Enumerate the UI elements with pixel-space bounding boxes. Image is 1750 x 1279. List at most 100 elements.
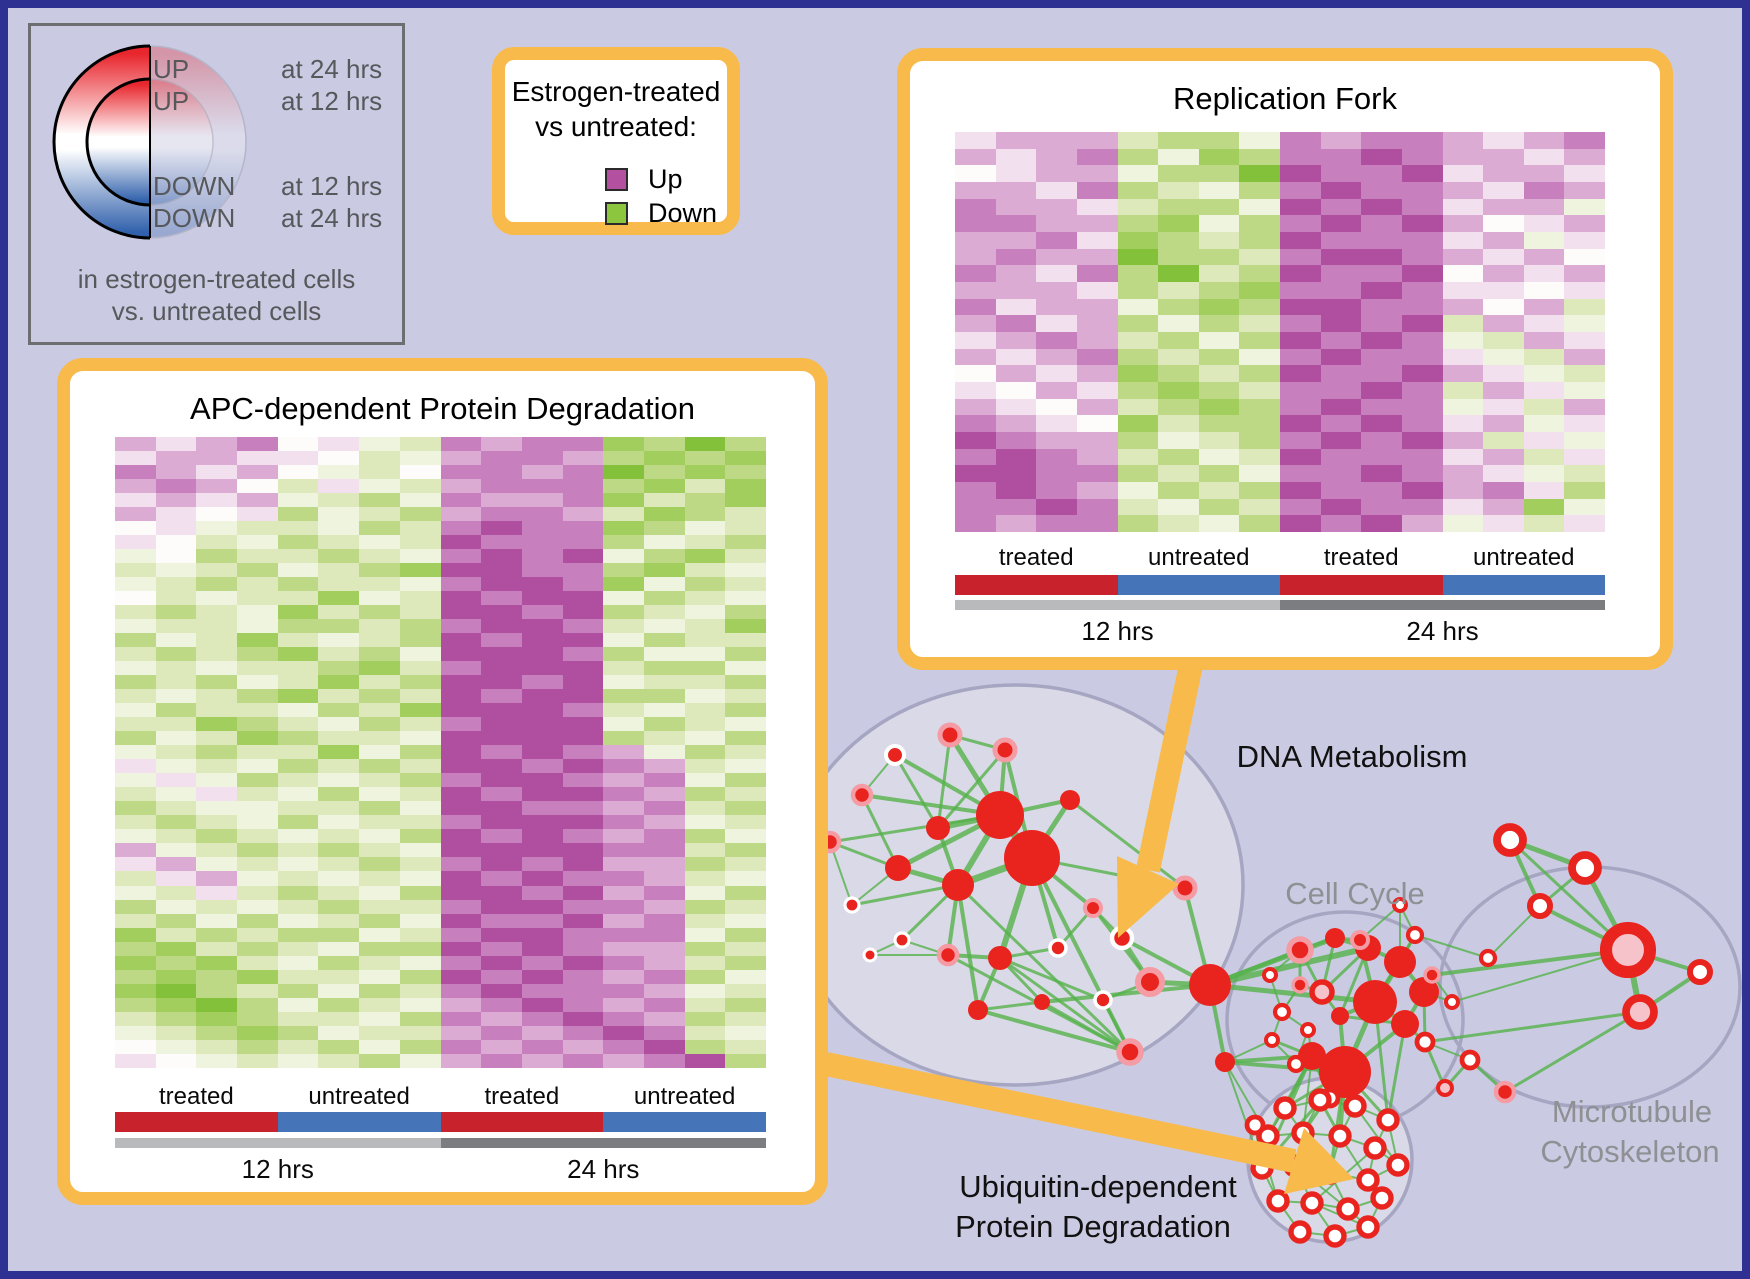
heatmap-row — [115, 1025, 766, 1040]
network-node-rw — [1291, 1121, 1315, 1145]
heatmap-row — [115, 885, 766, 900]
untreated-bar-segment — [1442, 575, 1605, 595]
network-edge — [1451, 949, 1629, 1003]
heatmap-row — [115, 815, 766, 830]
network-edge — [1424, 1010, 1641, 1044]
time-label: 24 hrs — [1406, 616, 1479, 646]
condition-group-label: treated — [1323, 544, 1399, 571]
legend-time-24: at 24 hrs — [281, 54, 383, 84]
heatmap-row — [955, 232, 1605, 249]
network-node-rw — [1318, 1161, 1342, 1185]
heatmap-row — [115, 703, 766, 718]
heatmap-row — [115, 731, 766, 746]
network-node-hw — [1109, 925, 1135, 951]
network-node-s — [1034, 994, 1050, 1010]
heatmap-row — [955, 132, 1605, 149]
network-node-s — [1353, 980, 1397, 1024]
network-node-rw — [1264, 1032, 1280, 1048]
network-node-rp — [1622, 994, 1658, 1030]
legend-item-down: Down — [605, 200, 717, 227]
network-edge — [860, 794, 900, 869]
heatmap-row — [955, 398, 1605, 416]
network-node-rw — [1405, 925, 1425, 945]
network-node-rw — [1272, 1002, 1292, 1022]
network-node-rw — [1478, 948, 1498, 968]
network-node-rw — [1444, 994, 1460, 1010]
network-node-hw — [1048, 938, 1068, 958]
panel-apc-heatmap: APC-dependent Protein Degradation treate… — [57, 358, 828, 1205]
network-node-rw — [1392, 897, 1408, 913]
heatmap-row — [955, 198, 1605, 216]
condition-group-label: treated — [998, 544, 1074, 571]
heatmap-row — [115, 479, 766, 494]
network-node-rp — [1309, 979, 1335, 1005]
heatmap-row — [115, 675, 766, 690]
condition-group-label: treated — [484, 1083, 560, 1110]
heatmap-row — [115, 773, 766, 788]
heatmap-row — [115, 927, 766, 942]
network-node-s — [1331, 1007, 1349, 1025]
network-label-dna-metabolism: DNA Metabolism — [1236, 739, 1468, 774]
network-node-rp — [1436, 1079, 1454, 1097]
network-node-s — [1384, 946, 1416, 978]
legend-footer-line2: vs. untreated cells — [111, 296, 322, 326]
network-node-s — [1391, 1010, 1419, 1038]
network-label-ubiquitin-line1: Ubiquitin-dependent — [959, 1169, 1237, 1204]
heatmap-row — [955, 148, 1605, 166]
network-node-s — [976, 791, 1024, 839]
network-node-rw — [1273, 1096, 1297, 1120]
updown-legend-title-line1: Estrogen-treated — [511, 76, 721, 107]
heatmap-row — [115, 871, 766, 886]
heatmap-row — [115, 437, 766, 452]
network-node-rw — [1328, 1124, 1352, 1148]
untreated-bar-segment — [277, 1112, 441, 1132]
heatmap-row — [955, 365, 1605, 383]
bar-12hrs — [955, 600, 1280, 610]
network-label-ubiquitin-line2: Protein Degradation — [955, 1209, 1231, 1244]
treated-bar-segment — [440, 1112, 604, 1132]
network-edge — [999, 956, 1131, 1054]
down-color-swatch — [605, 201, 628, 225]
legend-time-24b: at 24 hrs — [281, 203, 383, 233]
network-node-h — [992, 737, 1018, 763]
network-node-hw — [893, 931, 911, 949]
time-label: 24 hrs — [567, 1154, 640, 1184]
up-color-swatch — [605, 167, 628, 191]
network-node-h — [1493, 1080, 1517, 1104]
network-edge — [851, 883, 959, 907]
network-node-hw — [1093, 990, 1113, 1010]
updown-legend-title: Estrogen-treated vs untreated: — [505, 74, 727, 144]
network-node-s — [988, 946, 1012, 970]
rf-time-bar — [955, 600, 1605, 610]
cluster-ellipse-microtubule-cytoskeleton — [1438, 865, 1742, 1109]
legend-time-12: at 12 hrs — [281, 86, 383, 116]
legend-footer-line1: in estrogen-treated cells — [77, 264, 356, 294]
treated-bar-segment — [1280, 575, 1443, 595]
network-node-rw — [1414, 1031, 1436, 1053]
expression-direction-legend: UP at 24 hrs UP at 12 hrs DOWN at 12 hrs… — [28, 23, 405, 345]
time-label: 12 hrs — [1081, 616, 1154, 646]
condition-group-label: untreated — [308, 1083, 410, 1110]
heatmap-row — [115, 521, 766, 536]
network-edge — [1414, 934, 1489, 959]
network-node-rw — [1568, 851, 1602, 885]
network-node-rw — [1323, 1224, 1347, 1248]
heatmap-row — [115, 451, 766, 466]
heatmap-row — [955, 248, 1605, 266]
network-node-hw — [843, 896, 861, 914]
network-edge — [936, 749, 1007, 829]
network-node-rw — [1386, 1153, 1410, 1177]
heatmap-row — [115, 969, 766, 984]
network-edge — [1041, 1000, 1131, 1054]
heatmap-row — [115, 661, 766, 676]
network-node-rw — [1687, 959, 1713, 985]
heatmap-row — [115, 535, 766, 550]
network-edge — [1209, 945, 1369, 988]
network-node-h — [850, 783, 874, 807]
network-node-rw — [1343, 1094, 1367, 1118]
network-node-rw — [1288, 1220, 1312, 1244]
apc-panel-title: APC-dependent Protein Degradation — [190, 391, 695, 426]
network-node-rw — [1250, 1156, 1274, 1180]
network-node-s — [1409, 977, 1439, 1007]
bar-12hrs — [115, 1138, 441, 1148]
